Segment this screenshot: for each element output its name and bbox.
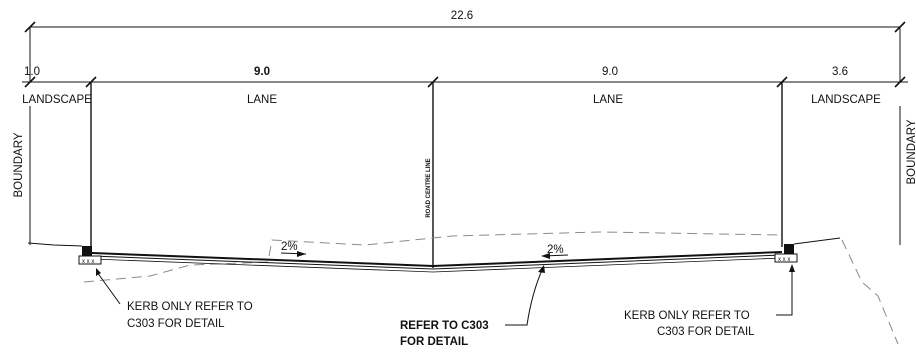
road-pavement bbox=[91, 251, 783, 273]
right-kerb-note-line1: KERB ONLY REFER TO bbox=[624, 310, 750, 322]
right-kerb-leader bbox=[776, 264, 795, 316]
right-landscape-ground bbox=[793, 237, 841, 245]
right-landscape-label: LANDSCAPE bbox=[811, 94, 881, 106]
right-boundary-label: BOUNDARY bbox=[906, 119, 916, 184]
right-lane-width: 9.0 bbox=[602, 66, 618, 78]
right-kerb: x x x bbox=[774, 244, 798, 263]
centre-note-line1: REFER TO C303 bbox=[400, 320, 489, 332]
svg-text:x x x: x x x bbox=[778, 257, 790, 263]
left-landscape-ground bbox=[27, 242, 83, 247]
left-landscape-label: LANDSCAPE bbox=[22, 94, 92, 106]
centre-leader bbox=[505, 265, 545, 326]
segment-dimension-line: 1.0 9.0 9.0 3.6 bbox=[22, 66, 908, 88]
svg-text:x x x: x x x bbox=[82, 259, 94, 265]
left-landscape-width: 1.0 bbox=[24, 66, 40, 78]
right-landscape-width: 3.6 bbox=[832, 66, 848, 78]
overall-dimension: 22.6 bbox=[24, 10, 906, 82]
centreline-label: ROAD CENTRE LINE bbox=[426, 158, 432, 217]
right-grade-value: 2% bbox=[547, 244, 564, 256]
overall-dimension-value: 22.6 bbox=[451, 10, 473, 22]
left-kerb: x x x bbox=[78, 246, 102, 265]
right-kerb-note-line2: C303 FOR DETAIL bbox=[657, 326, 755, 338]
left-grade: 2% bbox=[280, 241, 307, 257]
left-lane-label: LANE bbox=[247, 94, 277, 106]
left-boundary-label: BOUNDARY bbox=[13, 132, 25, 197]
centre-note-line2: FOR DETAIL bbox=[400, 336, 468, 348]
existing-ground-dashed bbox=[83, 231, 899, 345]
left-grade-value: 2% bbox=[281, 241, 298, 253]
right-grade: 2% bbox=[541, 244, 569, 259]
left-kerb-leader bbox=[96, 268, 121, 305]
left-lane-width: 9.0 bbox=[254, 66, 270, 78]
left-kerb-note-line2: C303 FOR DETAIL bbox=[127, 318, 225, 330]
right-lane-label: LANE bbox=[593, 94, 623, 106]
left-kerb-note-line1: KERB ONLY REFER TO bbox=[127, 301, 253, 313]
